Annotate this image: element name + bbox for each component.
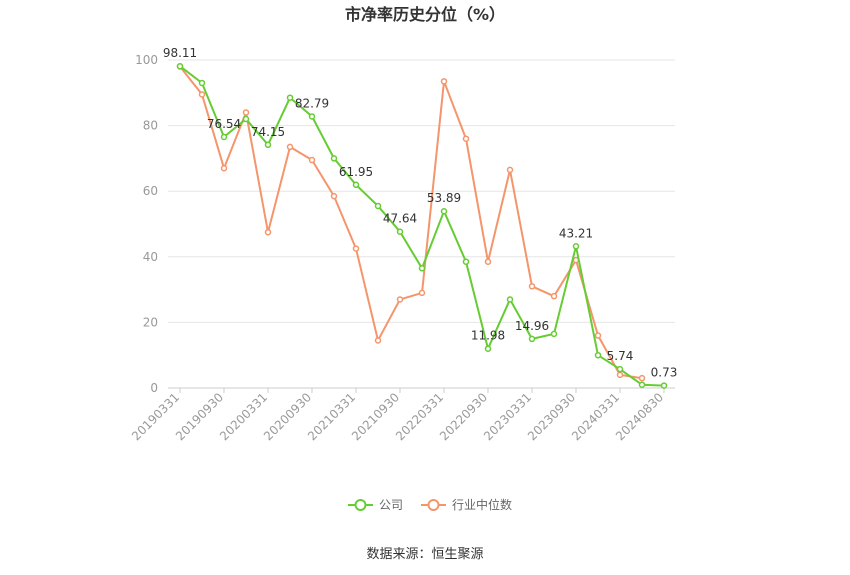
data-point[interactable] [352,245,360,252]
data-point[interactable] [506,166,514,174]
data-label: 98.11 [163,46,197,60]
data-point[interactable] [638,381,646,388]
data-label: 14.96 [515,319,549,333]
legend-item-company[interactable]: 公司 [348,498,403,512]
data-point[interactable] [594,332,602,339]
data-point[interactable] [330,192,338,200]
data-point[interactable] [528,335,536,343]
series-group [176,62,668,389]
data-point[interactable] [352,181,360,189]
data-point[interactable] [506,296,514,303]
data-point[interactable] [660,382,668,389]
data-point[interactable] [396,228,404,235]
data-point[interactable] [308,156,316,164]
data-point[interactable] [330,155,338,162]
data-point[interactable] [616,371,624,379]
source-text: 数据来源：恒生聚源 [366,547,483,562]
data-point[interactable] [418,265,426,272]
data-point[interactable] [462,258,470,265]
data-label: 5.74 [607,349,634,363]
y-tick-label: 60 [143,184,158,198]
data-point[interactable] [286,94,294,101]
chart-title: 市净率历史分位（%） [345,5,505,24]
data-point[interactable] [396,296,404,303]
data-point[interactable] [198,79,206,87]
axes: 0204060801002019033120190930202003312020… [129,53,666,443]
data-point[interactable] [440,78,448,85]
data-point[interactable] [484,258,492,265]
y-tick-label: 20 [143,315,158,329]
series-company [176,62,668,389]
legend-label: 公司 [379,498,403,512]
data-point[interactable] [440,207,448,215]
data-labels: 98.11 76.54 74.15 82.79 61.95 47.64 53.89 11.98… [163,46,678,379]
legend-label: 行业中位数 [452,497,512,512]
data-label: 82.79 [295,96,329,110]
data-point[interactable] [418,289,426,297]
y-tick-label: 0 [150,381,158,395]
data-point[interactable] [242,115,250,123]
data-point[interactable] [220,164,228,172]
data-point[interactable] [308,113,316,120]
data-point[interactable] [286,143,294,151]
data-point[interactable] [550,292,558,300]
data-point[interactable] [638,374,646,382]
series-line [179,65,643,380]
data-point[interactable] [572,243,580,250]
legend[interactable]: 公司 行业中位数 [348,497,512,512]
series-industry-median [176,63,646,382]
data-point[interactable] [220,133,228,141]
x-tick-label: 20240830 [613,390,666,443]
data-label: 47.64 [383,212,417,226]
data-label: 76.54 [207,117,241,131]
legend-marker [354,499,367,511]
y-tick-label: 100 [135,53,158,67]
data-point[interactable] [198,91,206,98]
data-point[interactable] [594,351,602,359]
data-point[interactable] [242,109,250,116]
data-label: 53.89 [427,191,461,205]
legend-item-industry-median[interactable]: 行业中位数 [421,497,512,512]
legend-marker [427,499,440,511]
data-label: 43.21 [559,226,593,240]
data-point[interactable] [374,202,382,210]
data-point[interactable] [550,330,558,338]
data-point[interactable] [374,337,382,344]
data-point[interactable] [264,228,272,236]
y-tick-label: 80 [143,119,158,133]
data-point[interactable] [462,135,470,142]
y-tick-label: 40 [143,250,158,264]
data-point[interactable] [264,141,272,149]
data-label: 61.95 [339,165,373,179]
data-point[interactable] [616,365,624,373]
data-point[interactable] [528,283,536,290]
data-point[interactable] [176,62,184,70]
data-label: 11.98 [471,329,505,343]
data-point[interactable] [484,345,492,352]
data-label: 0.73 [651,366,678,380]
data-label: 74.15 [251,125,285,139]
